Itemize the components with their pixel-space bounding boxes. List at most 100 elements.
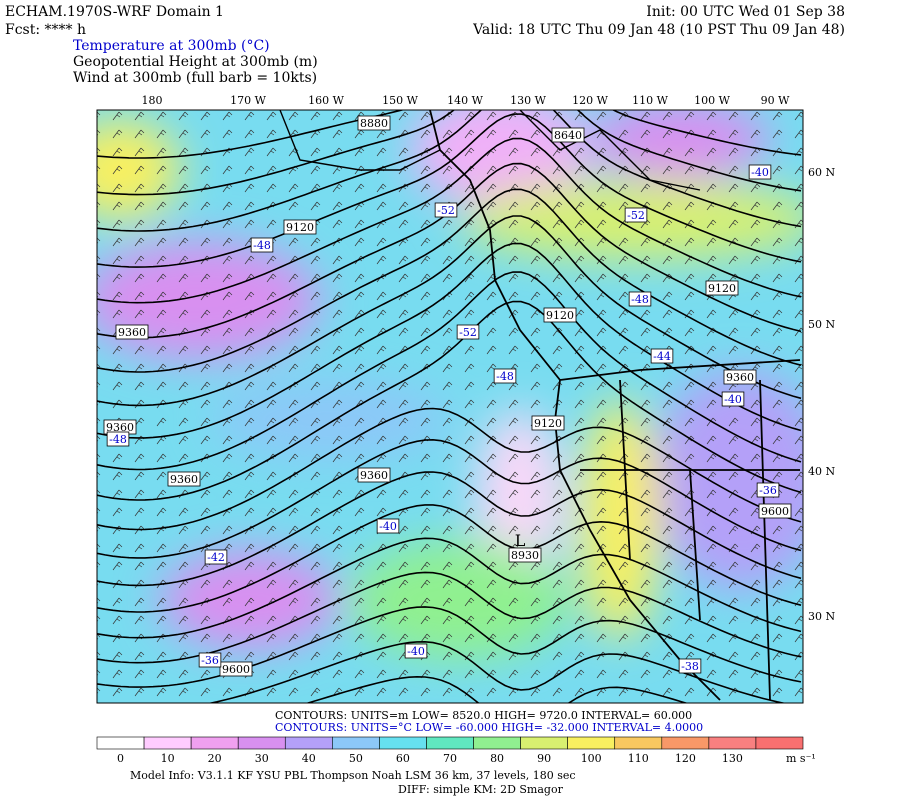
- contour-label: -40: [724, 393, 742, 406]
- contour-label-box: [404, 643, 428, 659]
- colorbar-bin: [143, 736, 192, 750]
- contour-label: -42: [207, 551, 225, 564]
- colorbar-bin: [520, 736, 568, 750]
- latitude-label: 30 N: [808, 610, 835, 623]
- colorbar-bin: [567, 736, 616, 750]
- contour-label: -48: [253, 239, 271, 252]
- height-contour: [97, 504, 802, 613]
- height-contour: [97, 137, 802, 304]
- colorbar-bin: [614, 736, 663, 750]
- height-contour: [97, 606, 802, 688]
- height-contour: [97, 571, 802, 664]
- contour-label-box: [493, 368, 517, 384]
- colorbar-label: 40: [302, 752, 316, 765]
- latitude-label: 40 N: [808, 465, 835, 478]
- longitude-label: 170 W: [230, 94, 266, 107]
- contour-label: 9360: [360, 469, 388, 482]
- contour-label: 9120: [534, 417, 562, 430]
- colorbar-bin: [284, 736, 333, 750]
- contour-label: -44: [653, 350, 671, 363]
- height-contour: [97, 188, 802, 373]
- contour-label-box: [748, 164, 772, 180]
- height-contour: [97, 537, 802, 639]
- contour-label-box: [758, 503, 792, 519]
- contour-label: -40: [379, 520, 397, 533]
- contour-label-box: [531, 415, 565, 431]
- longitude-label: 90 W: [761, 94, 790, 107]
- colorbar-label: 100: [581, 752, 602, 765]
- contour-label-box: [551, 127, 585, 143]
- contour-label: 8640: [554, 129, 582, 142]
- colorbar-label: 70: [443, 752, 457, 765]
- contour-label-box: [204, 549, 228, 565]
- longitude-label: 110 W: [632, 94, 668, 107]
- colorbar-bin: [190, 736, 239, 750]
- contour-label: 9120: [546, 309, 574, 322]
- colorbar-label: 90: [537, 752, 551, 765]
- contour-label-box: [434, 202, 458, 218]
- height-contour: [97, 471, 802, 587]
- height-contour: [97, 110, 802, 159]
- title: ECHAM.1970S-WRF Domain 1: [5, 4, 224, 20]
- forecast-hour: Fcst: **** h: [5, 22, 86, 38]
- longitude-label: 180: [142, 94, 163, 107]
- contour-label-box: [624, 207, 648, 223]
- contour-label-box: [508, 547, 542, 563]
- longitude-label: 120 W: [572, 94, 608, 107]
- field-label: Temperature at 300mb (°C): [73, 38, 270, 54]
- contour-label: 8880: [360, 117, 388, 130]
- valid-time: Valid: 18 UTC Thu 09 Jan 48 (10 PST Thu …: [472, 22, 845, 38]
- colorbar-bin: [96, 736, 145, 750]
- colorbar-label: 10: [161, 752, 175, 765]
- contour-label: 9360: [726, 371, 754, 384]
- contour-label-box: [756, 482, 780, 498]
- height-contour: [97, 110, 802, 232]
- contour-label-box: [167, 471, 201, 487]
- longitude-label: 100 W: [694, 94, 730, 107]
- height-contour: [97, 113, 802, 268]
- map-area: 8880 8640 9120 9120 9120 9360 9360 9360 9120 9360…: [97, 110, 803, 703]
- contour-label-box: [357, 115, 391, 131]
- colorbar-bin: [473, 736, 521, 750]
- colorbar-bin: [332, 736, 380, 750]
- contour-label-box: [376, 518, 400, 534]
- contour-label-box: [721, 391, 745, 407]
- height-contour: [97, 271, 802, 471]
- contour-label-box: [705, 280, 739, 296]
- contour-label-box: [283, 219, 317, 235]
- contour-label-box: [543, 307, 577, 323]
- contour-label: -52: [459, 326, 477, 339]
- map-frame: [96, 109, 804, 704]
- colorbar-label: 110: [628, 752, 649, 765]
- longitude-label: 130 W: [510, 94, 546, 107]
- contour-label: -48: [109, 433, 127, 446]
- colorbar-bin: [661, 736, 710, 750]
- contour-label-box: [115, 324, 149, 340]
- contour-label-box: [198, 652, 222, 668]
- contour-info: CONTOURS: UNITS=°C LOW= -60.000 HIGH= -3…: [275, 721, 703, 734]
- contour-label: -52: [437, 204, 455, 217]
- longitude-label: 140 W: [447, 94, 483, 107]
- contour-label: -40: [407, 645, 425, 658]
- model-info: Model Info: V3.1.1 KF YSU PBL Thompson N…: [130, 769, 576, 782]
- height-contour: [305, 675, 689, 703]
- colorbar-label: 60: [396, 752, 410, 765]
- low-center: L: [515, 531, 526, 550]
- contour-label: 9600: [222, 663, 250, 676]
- height-contour: [97, 407, 802, 531]
- colorbar-label: 120: [675, 752, 696, 765]
- contour-label: -40: [751, 166, 769, 179]
- contour-label-box: [628, 291, 652, 307]
- colorbar-bin: [379, 736, 427, 750]
- field-label: Wind at 300mb (full barb = 10kts): [73, 70, 317, 86]
- longitude-label: 150 W: [382, 94, 418, 107]
- contour-label: -52: [627, 209, 645, 222]
- contour-label-box: [456, 324, 480, 340]
- height-contour: [97, 242, 802, 439]
- contour-label: 9120: [708, 282, 736, 295]
- contour-label-box: [357, 467, 391, 483]
- colorbar-label: 50: [349, 752, 363, 765]
- colorbar-bin: [237, 736, 286, 750]
- field-label: Geopotential Height at 300mb (m): [73, 54, 318, 70]
